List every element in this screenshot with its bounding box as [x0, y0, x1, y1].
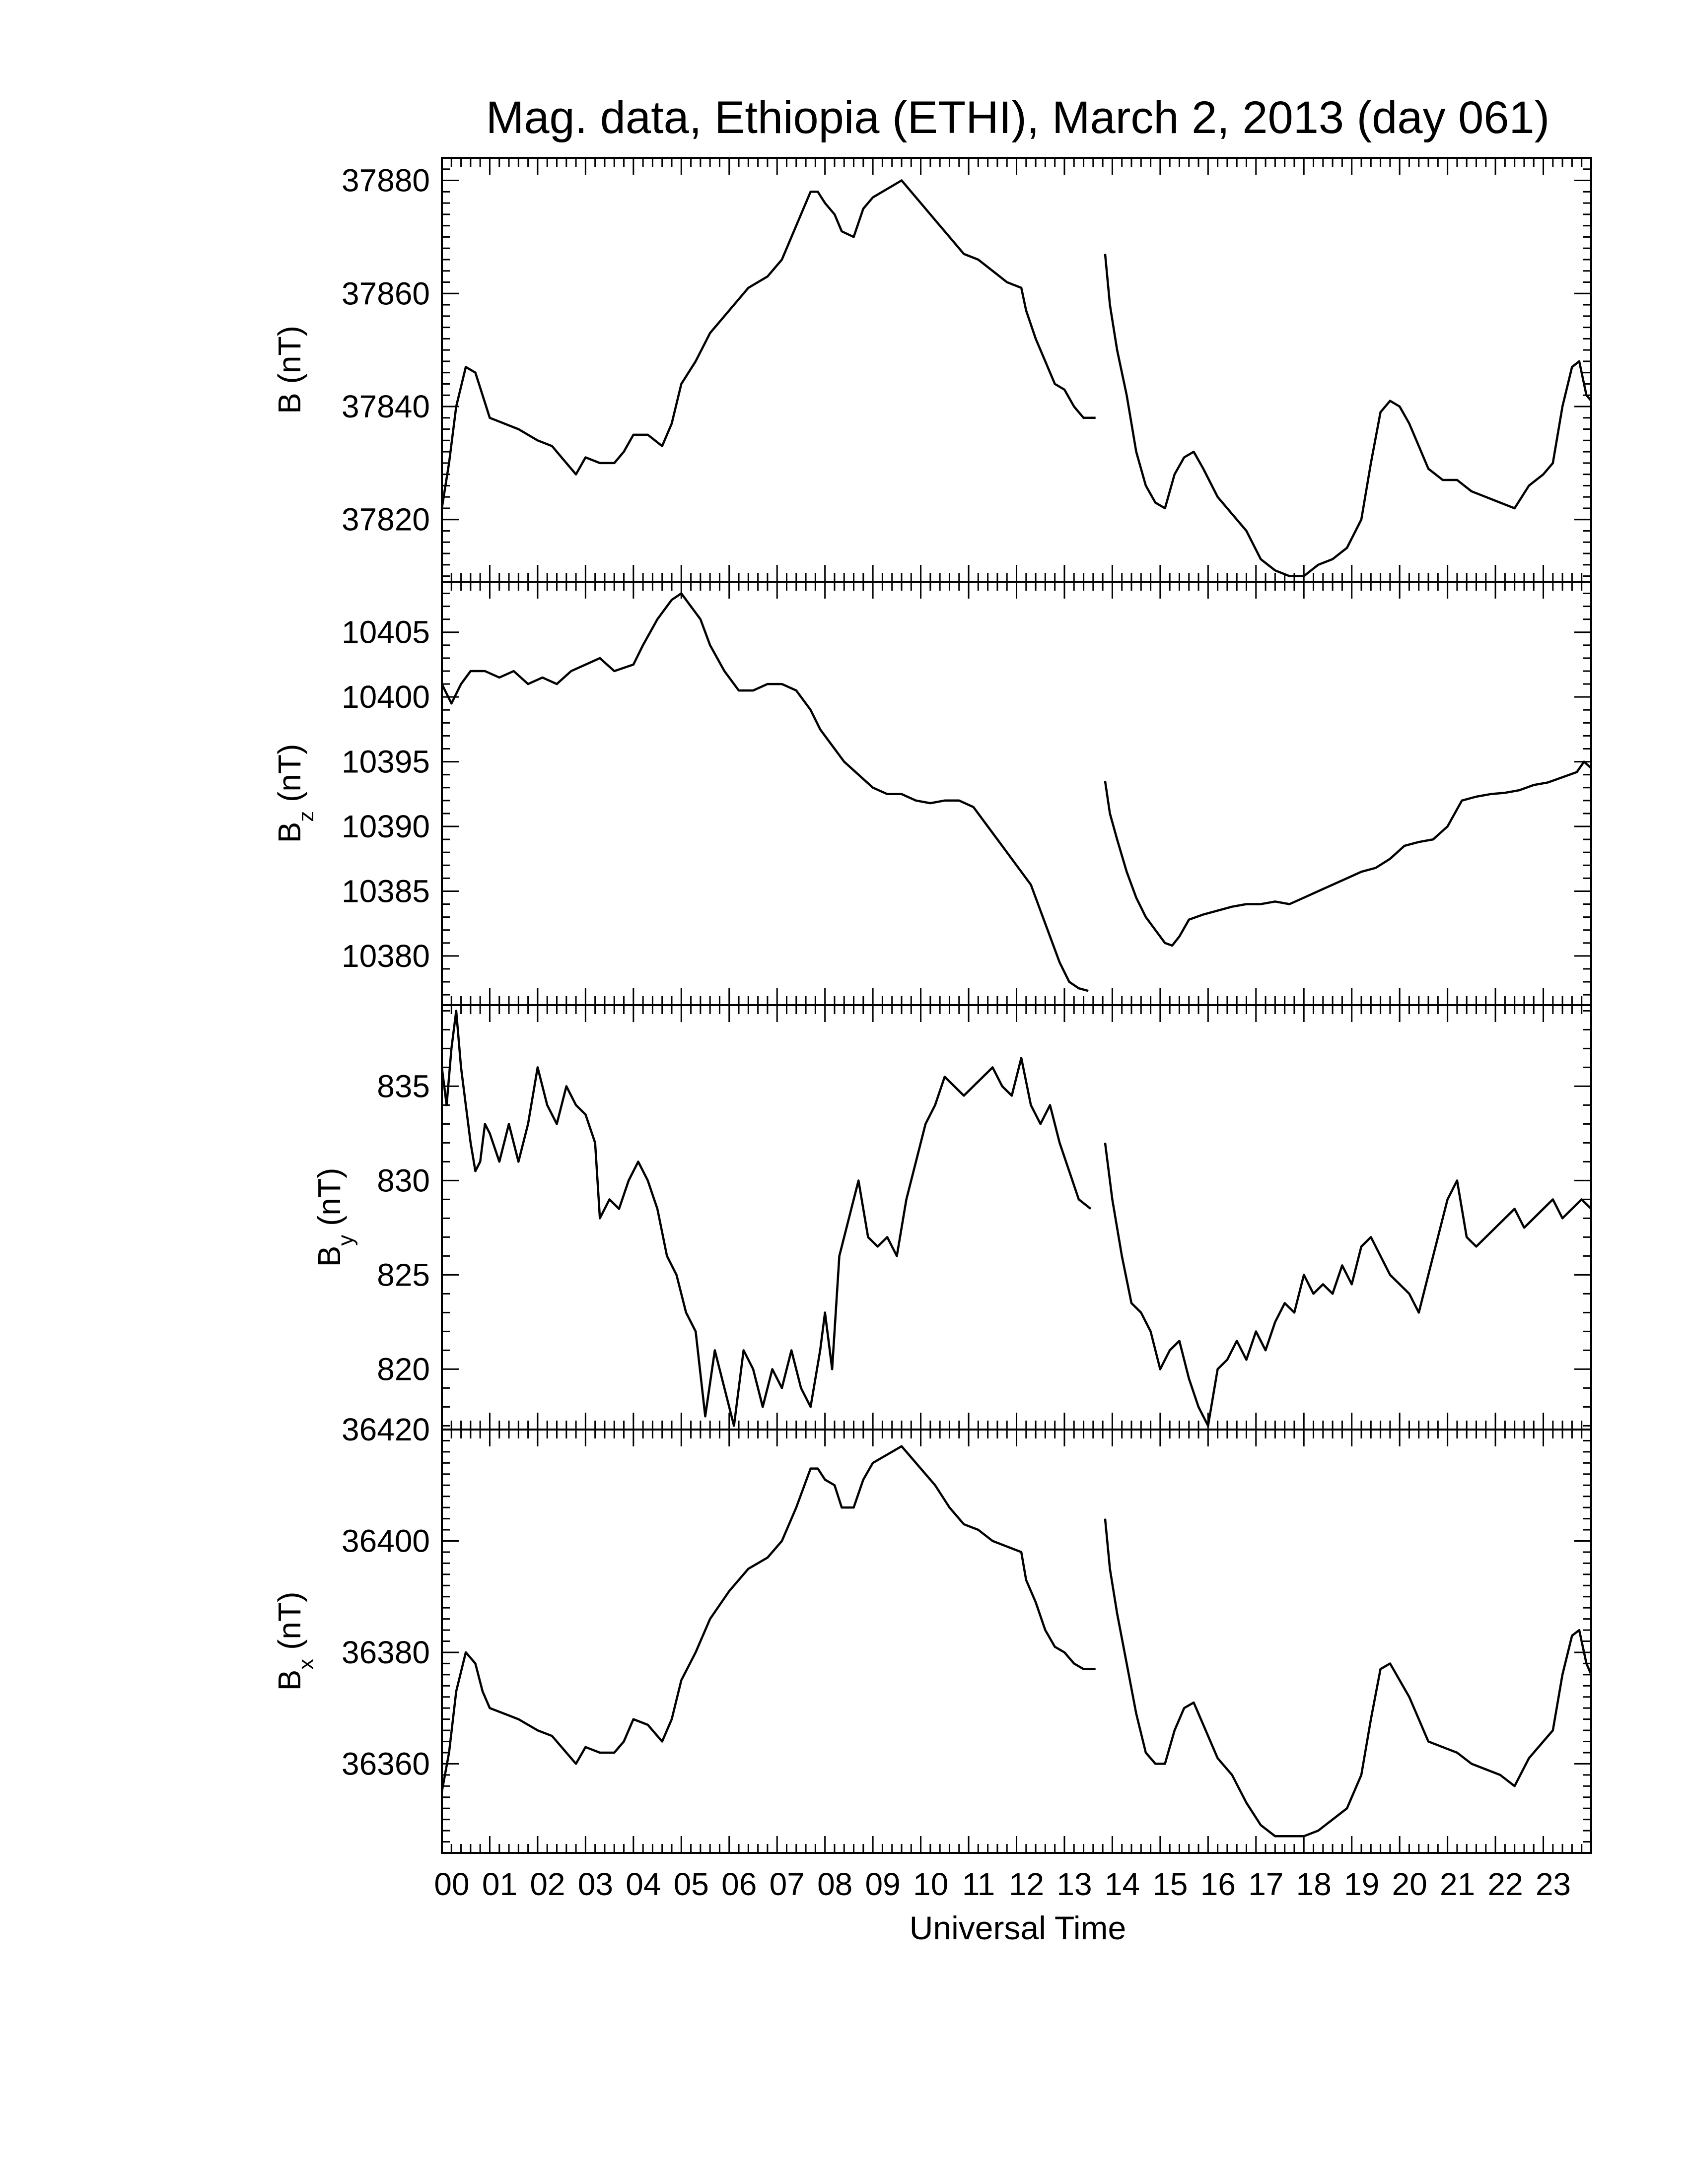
x-tick-labels: 00 01 02 03 04 05 06 07 08 09 10 11 12 13 14 15 16 17 18 19…	[434, 1866, 1571, 1902]
y-tick-label: 36400	[342, 1523, 430, 1559]
y-tick-label: 835	[377, 1068, 430, 1104]
y-axis-label: Bx (nT)	[272, 1592, 318, 1691]
x-tick-label: 18	[1296, 1866, 1332, 1902]
y-tick-label: 36360	[342, 1746, 430, 1781]
y-tick-label: 37840	[342, 389, 430, 424]
x-tick-label: 02	[530, 1866, 565, 1902]
x-tick-label: 13	[1056, 1866, 1092, 1902]
y-tick-label: 10400	[342, 679, 430, 715]
x-tick-label: 20	[1392, 1866, 1427, 1902]
y-tick-label: 36380	[342, 1635, 430, 1670]
plot-frame	[441, 581, 1592, 1006]
y-tick-label: 37860	[342, 275, 430, 311]
panel-3: 36360 36380 36400 36420 Bx (nT)	[272, 1412, 1593, 1854]
series-line	[440, 179, 1592, 577]
x-tick-label: 03	[578, 1866, 613, 1902]
y-label-subscript: z	[294, 811, 318, 822]
y-label-main: B	[272, 1670, 307, 1691]
y-label-main: B	[311, 1246, 347, 1267]
x-tick-label: 01	[482, 1866, 517, 1902]
panel-1: 10380 10385 10390 10395 10400 10405 Bz (nT)	[272, 581, 1592, 1006]
y-axis-label: B (nT)	[272, 326, 307, 414]
y-label-main: B	[272, 393, 307, 414]
series-line	[440, 1445, 1593, 1838]
plot-frame	[441, 1004, 1592, 1431]
y-label-subscript: x	[294, 1659, 318, 1670]
y-tick-label: 37820	[342, 502, 430, 538]
x-tick-label: 16	[1200, 1866, 1236, 1902]
x-tick-label: 06	[721, 1866, 757, 1902]
plot-frame	[441, 157, 1592, 583]
x-tick-label: 05	[674, 1866, 709, 1902]
panels: 37820 37840 37860 37880 B (nT) 10380 10385 1039…	[272, 157, 1593, 1854]
x-tick-label: 15	[1152, 1866, 1188, 1902]
series-line	[440, 592, 1592, 992]
y-label-main: B	[272, 822, 307, 843]
x-tick-label: 00	[434, 1866, 469, 1902]
x-axis-label: Universal Time	[910, 1910, 1126, 1946]
y-tick-label: 825	[377, 1257, 430, 1293]
x-tick-label: 14	[1105, 1866, 1140, 1902]
y-tick-label: 820	[377, 1351, 430, 1387]
x-tick-label: 10	[913, 1866, 948, 1902]
y-tick-label: 830	[377, 1162, 430, 1198]
y-label-unit: (nT)	[311, 1168, 347, 1235]
panel-2: 820 825 830 835 By (nT)	[311, 1004, 1592, 1431]
plot-frame	[441, 1429, 1592, 1854]
y-label-unit: (nT)	[272, 744, 307, 811]
y-label-unit: (nT)	[272, 326, 307, 393]
x-tick-label: 19	[1344, 1866, 1379, 1902]
y-tick-label: 37880	[342, 163, 430, 199]
y-tick-label: 10390	[342, 809, 430, 844]
y-label-subscript: y	[334, 1235, 358, 1246]
x-tick-label: 07	[770, 1866, 805, 1902]
y-axis-label: Bz (nT)	[272, 744, 318, 843]
y-tick-label: 36420	[342, 1412, 430, 1447]
y-tick-label: 10385	[342, 873, 430, 909]
x-tick-label: 23	[1536, 1866, 1571, 1902]
y-tick-label: 10395	[342, 744, 430, 780]
series-line	[440, 1010, 1592, 1427]
x-tick-label: 17	[1248, 1866, 1283, 1902]
x-tick-label: 04	[626, 1866, 661, 1902]
chart-title: Mag. data, Ethiopia (ETHI), March 2, 201…	[486, 92, 1550, 143]
y-axis-label: By (nT)	[311, 1168, 358, 1267]
x-tick-label: 21	[1440, 1866, 1475, 1902]
x-tick-label: 12	[1009, 1866, 1044, 1902]
x-tick-label: 22	[1487, 1866, 1523, 1902]
x-tick-label: 08	[817, 1866, 852, 1902]
y-label-unit: (nT)	[272, 1592, 307, 1659]
x-tick-label: 09	[865, 1866, 901, 1902]
y-tick-label: 10380	[342, 938, 430, 974]
x-tick-label: 11	[962, 1866, 995, 1902]
panel-0: 37820 37840 37860 37880 B (nT)	[272, 157, 1592, 583]
y-tick-label: 10405	[342, 614, 430, 650]
